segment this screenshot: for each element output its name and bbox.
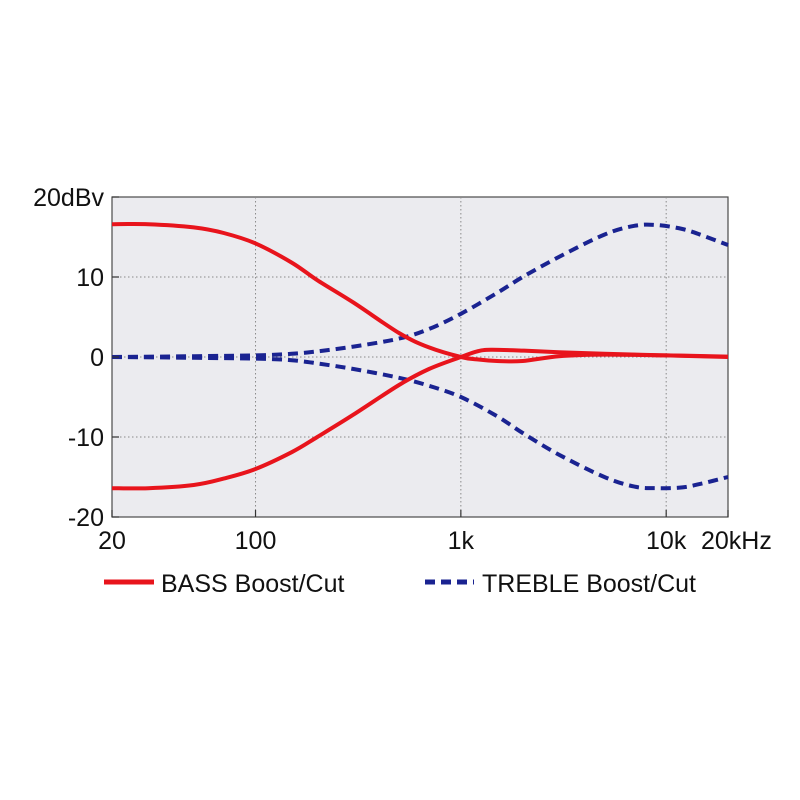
x-tick-label: 20kHz (701, 527, 772, 555)
y-tick-label: 0 (90, 344, 104, 372)
x-tick-label: 10k (646, 527, 687, 555)
x-tick-label: 100 (235, 527, 277, 555)
y-axis-ticks: 20dBv 10 0 -10 -20 (33, 184, 119, 532)
x-tick-label: 1k (448, 527, 475, 555)
y-tick-label: 20dBv (33, 184, 104, 212)
treble-cut-curve (111, 355, 729, 491)
x-axis-ticks: 20 100 1k 10k 20kHz (98, 510, 772, 555)
bass-boost-curve (111, 221, 729, 364)
curves (111, 221, 729, 491)
legend-label-treble: TREBLE Boost/Cut (482, 570, 696, 598)
y-tick-label: -20 (68, 504, 104, 532)
bass-cut-curve (111, 347, 729, 491)
treble-boost-curve (111, 222, 729, 359)
legend: BASS Boost/Cut TREBLE Boost/Cut (104, 570, 696, 598)
legend-label-bass: BASS Boost/Cut (161, 570, 344, 598)
x-tick-label: 20 (98, 527, 126, 555)
y-tick-label: -10 (68, 424, 104, 452)
y-tick-label: 10 (76, 264, 104, 292)
